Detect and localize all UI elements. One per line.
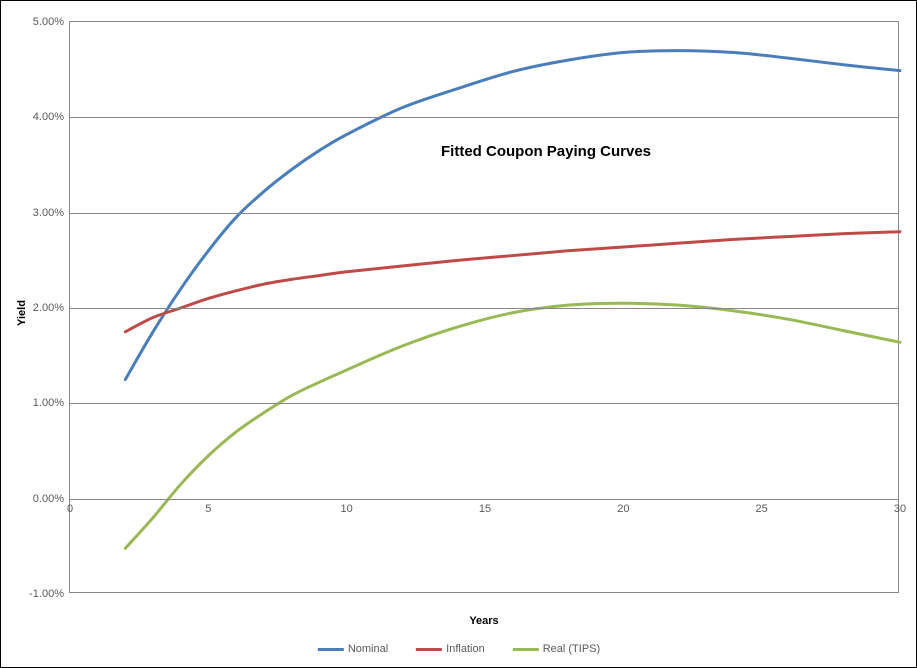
x-tick-label: 20 [617,503,629,515]
legend-label: Real (TIPS) [543,643,600,655]
plot-area: -1.00%0.00%1.00%2.00%3.00%4.00%5.00%0510… [69,21,899,593]
y-tick-label: 0.00% [33,493,64,505]
gridline-h [70,499,898,500]
y-tick-label: 5.00% [33,16,64,28]
y-tick-label: 4.00% [33,111,64,123]
legend-label: Inflation [446,643,485,655]
chart-container: -1.00% 0.00% 1.00% 2.00% 3.00% 4.00% 5.00% 0 5 10… [0,0,917,668]
x-tick-label: 10 [341,503,353,515]
series-line-inflation [125,232,900,332]
legend-item-inflation: Inflation [416,643,485,655]
y-axis-title: Yield [16,300,28,326]
legend: Nominal Inflation Real (TIPS) [318,643,600,655]
x-tick-label: 25 [756,503,768,515]
x-tick-label: 30 [894,503,906,515]
y-tick-label: 3.00% [33,207,64,219]
legend-label: Nominal [348,643,388,655]
gridline-h [70,213,898,214]
x-tick-label: 0 [67,503,73,515]
y-tick-label: -1.00% [29,588,64,600]
y-tick-label: 1.00% [33,397,64,409]
series-line-real-tips- [125,303,900,548]
legend-swatch [416,648,442,651]
legend-swatch [513,648,539,651]
gridline-h [70,308,898,309]
legend-swatch [318,648,344,651]
legend-item-real-tips-: Real (TIPS) [513,643,600,655]
gridline-h [70,403,898,404]
series-line-nominal [125,51,900,380]
chart-title: Fitted Coupon Paying Curves [441,143,651,160]
x-axis-title: Years [469,615,498,627]
x-tick-label: 15 [479,503,491,515]
legend-item-nominal: Nominal [318,643,388,655]
x-tick-label: 5 [205,503,211,515]
y-tick-label: 2.00% [33,302,64,314]
gridline-h [70,117,898,118]
